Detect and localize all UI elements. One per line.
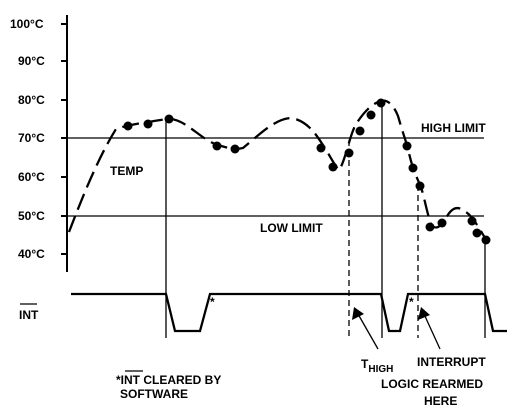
thigh-label-sub: HIGH [368,364,393,375]
sample-points [123,98,491,245]
asterisk-marker: * [409,295,414,309]
y-tick-label: 40°C [18,247,45,261]
sample-point [143,119,153,129]
cleared-note-int: INT [121,373,141,387]
y-tick-label: 50°C [18,209,45,223]
temp-label: TEMP [110,164,143,178]
sample-point [355,126,365,136]
sample-point [328,162,338,172]
y-tick-label: 80°C [18,93,45,107]
sample-point [402,141,412,151]
y-tick-label: 90°C [18,54,45,68]
sample-point [408,163,418,173]
thigh-arrow [352,307,379,350]
cleared-note-prefix: * [116,373,121,387]
sample-point [376,98,386,108]
sample-point [164,114,174,124]
logic-rearmed-label: LOGIC REARMED [381,377,483,391]
high-limit-label: HIGH LIMIT [421,121,486,135]
cleared-note-suffix: CLEARED BY [140,373,221,387]
sample-point [316,143,326,153]
interrupt-label: INTERRUPT [417,355,486,369]
sample-point [212,141,222,151]
int-signal-waveform [71,292,507,333]
asterisk-marker: * [210,295,215,309]
sample-point [123,121,133,131]
y-tick-label: 70°C [18,131,45,145]
thigh-label: THIGH [361,357,393,375]
y-tick-label: 60°C [18,170,45,184]
sample-point [230,144,240,154]
y-tick-labels: 100°C 90°C 80°C 70°C 60°C 50°C 40°C [10,17,45,261]
cleared-note-line1: *INT CLEARED BY [116,373,221,387]
sample-point [415,181,425,191]
cleared-note-line2: SOFTWARE [120,387,188,401]
sample-point [472,228,482,238]
sample-point [437,218,447,228]
sample-point [467,216,477,226]
y-tick-label: 100°C [10,17,44,31]
sample-point [481,235,491,245]
y-ticks [61,23,67,255]
logic-rearmed-here-label: HERE [424,394,457,406]
sample-point [366,110,376,120]
low-limit-label: LOW LIMIT [260,221,323,235]
thigh-label-main: T [361,357,369,371]
sample-point [344,148,354,158]
int-signal-label: INT [19,308,39,322]
temp-curve [67,99,486,239]
sample-point [425,222,435,232]
interrupt-arrow [418,307,441,350]
